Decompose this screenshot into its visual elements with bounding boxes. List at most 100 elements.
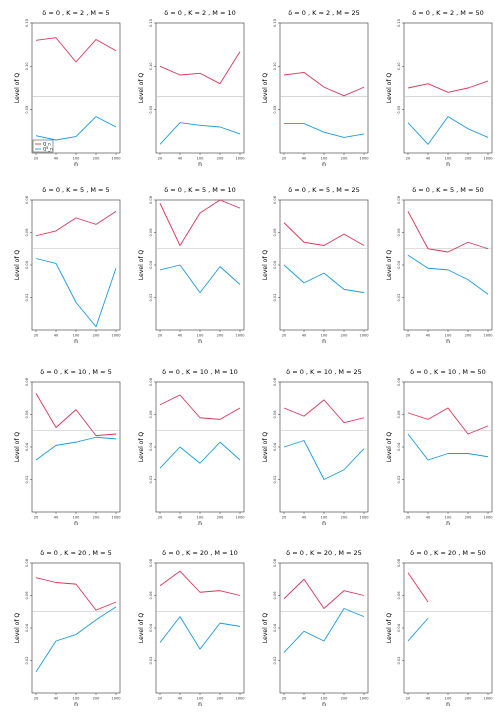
x-tick-label: 40 (54, 157, 59, 161)
panel-title: δ = 0 , K = 5 , M = 25 (288, 186, 360, 194)
panel-title: δ = 0 , K = 20 , M = 10 (162, 549, 238, 557)
series-line-q-n-star (283, 264, 365, 294)
series-line-q-n-star (35, 606, 117, 673)
chart-svg: δ = 0 , K = 10 , M = 25 0.02 0.04 0.06 0.08 2… (262, 368, 369, 527)
y-tick-label: 0.08 (397, 377, 401, 386)
x-tick-label: 40 (302, 697, 307, 701)
panel-title: δ = 0 , K = 10 , M = 10 (162, 368, 238, 376)
x-tick-label: 20 (158, 157, 163, 161)
y-axis-label: Level of Q (138, 432, 145, 462)
y-tick-label: 0.06 (25, 591, 29, 600)
y-tick-label: 0.06 (397, 591, 401, 600)
series-line-q-n (35, 211, 117, 237)
x-tick-label: 20 (34, 697, 39, 701)
x-axis-label: n (198, 701, 202, 708)
y-tick-label: 0.08 (273, 558, 277, 567)
plot-frame (155, 199, 245, 331)
series-line-q-n-star (35, 258, 117, 328)
x-tick-label: 1000 (483, 157, 493, 161)
panel-title: δ = 0 , K = 5 , M = 50 (412, 186, 484, 194)
x-axis-label: n (74, 338, 78, 345)
y-tick-label: 0.10 (273, 62, 277, 71)
y-axis-label: Level of Q (386, 73, 393, 103)
y-tick-label: 0.06 (25, 228, 29, 237)
y-tick-label: 0.04 (397, 260, 401, 269)
series-line-q-n (35, 393, 117, 437)
x-tick-label: 20 (282, 334, 287, 338)
y-tick-label: 0.06 (149, 591, 153, 600)
y-tick-label: 0.02 (273, 475, 277, 483)
x-tick-label: 40 (426, 516, 431, 520)
panel-title: δ = 0 , K = 2 , M = 5 (42, 9, 109, 17)
x-tick-label: 1000 (483, 516, 493, 520)
series-line-q-n-star (407, 433, 489, 461)
plot-frame (31, 381, 121, 513)
y-tick-label: 0.02 (149, 656, 153, 664)
x-tick-label: 40 (302, 516, 307, 520)
x-tick-label: 100 (445, 157, 453, 161)
x-axis-label: n (74, 161, 78, 168)
chart-panel: δ = 0 , K = 5 , M = 10 0.02 0.04 0.06 0.08 20… (124, 182, 247, 360)
x-axis-label: n (322, 520, 326, 527)
y-axis-label: Level of Q (138, 73, 145, 103)
y-tick-label: 0.02 (273, 293, 277, 301)
x-tick-label: 40 (178, 334, 183, 338)
x-tick-label: 40 (54, 516, 59, 520)
x-axis-label: n (198, 520, 202, 527)
chart-svg: δ = 0 , K = 10 , M = 50 0.02 0.04 0.06 0.08 2… (386, 368, 493, 527)
y-tick-label: 0.02 (149, 293, 153, 301)
x-tick-label: 100 (197, 334, 205, 338)
x-tick-label: 100 (445, 516, 453, 520)
y-tick-label: 0.08 (149, 558, 153, 567)
x-tick-label: 20 (158, 697, 163, 701)
plot-frame (403, 199, 493, 331)
x-tick-label: 200 (217, 516, 225, 520)
y-tick-label: 0.06 (273, 591, 277, 600)
x-tick-label: 1000 (483, 334, 493, 338)
x-axis-label: n (446, 701, 450, 708)
y-tick-label: 0.06 (149, 410, 153, 419)
x-axis-label: n (322, 161, 326, 168)
y-tick-label: 0.08 (149, 377, 153, 386)
y-tick-label: 0.06 (149, 228, 153, 237)
chart-panel: δ = 0 , K = 10 , M = 50 0.02 0.04 0.06 0.08 2… (372, 364, 495, 542)
series-line-q-n (35, 577, 117, 611)
x-tick-label: 1000 (111, 334, 121, 338)
panel-title: δ = 0 , K = 10 , M = 50 (410, 368, 486, 376)
plot-frame (279, 381, 369, 513)
y-axis-label: Level of Q (386, 613, 393, 643)
x-tick-label: 40 (178, 157, 183, 161)
plot-frame (279, 562, 369, 694)
x-tick-label: 1000 (111, 157, 121, 161)
chart-svg: δ = 0 , K = 5 , M = 50 0.02 0.04 0.06 0.08 20… (386, 186, 493, 345)
chart-panel: δ = 0 , K = 2 , M = 50 0.05 0.10 0.15 20 40 10… (372, 5, 495, 183)
plot-frame (403, 381, 493, 513)
chart-panel: δ = 0 , K = 5 , M = 50 0.02 0.04 0.06 0.08 20… (372, 182, 495, 360)
series-line-q-n-star (159, 441, 241, 469)
x-tick-label: 40 (54, 334, 59, 338)
x-tick-label: 100 (445, 697, 453, 701)
series-line-q-n (407, 572, 429, 603)
x-tick-label: 1000 (235, 157, 245, 161)
x-tick-label: 20 (282, 516, 287, 520)
x-axis-label: n (74, 520, 78, 527)
y-tick-label: 0.04 (397, 623, 401, 632)
y-axis-label: Level of Q (262, 73, 269, 103)
x-axis-label: n (74, 701, 78, 708)
y-tick-label: 0.02 (397, 656, 401, 664)
series-line-q-n-star (35, 116, 117, 141)
y-tick-label: 0.05 (25, 106, 29, 114)
y-tick-label: 0.10 (397, 62, 401, 71)
x-tick-label: 1000 (235, 697, 245, 701)
y-tick-label: 0.02 (273, 656, 277, 664)
y-tick-label: 0.04 (25, 623, 29, 632)
x-tick-label: 200 (341, 334, 349, 338)
y-tick-label: 0.15 (149, 19, 153, 27)
chart-svg: δ = 0 , K = 20 , M = 25 0.02 0.04 0.06 0.08 2… (262, 549, 369, 708)
chart-panel: δ = 0 , K = 2 , M = 25 0.05 0.10 0.15 20 40 10… (248, 5, 371, 183)
x-tick-label: 40 (302, 334, 307, 338)
y-tick-label: 0.04 (149, 260, 153, 269)
y-tick-label: 0.05 (149, 106, 153, 114)
x-axis-label: n (322, 701, 326, 708)
